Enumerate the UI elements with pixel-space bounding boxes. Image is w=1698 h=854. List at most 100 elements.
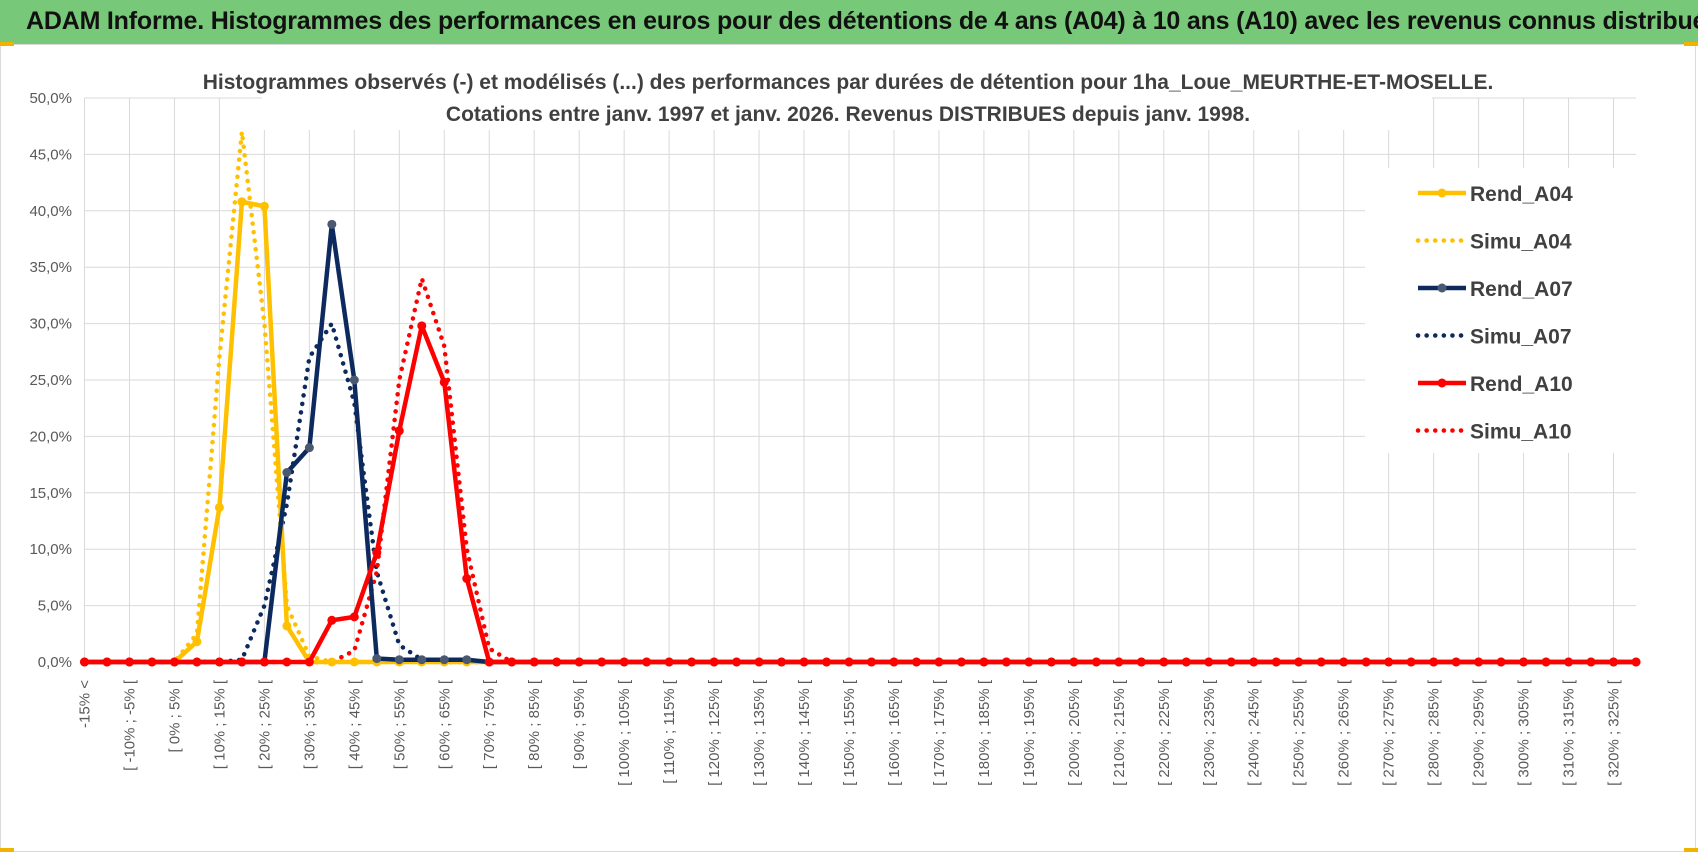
legend-marker [1437,378,1447,388]
data-point-rend_a07 [394,655,404,665]
data-point-rend_a10 [1361,657,1371,667]
data-point-rend_a10 [1024,657,1034,667]
data-point-rend_a07 [349,375,359,385]
x-tick-label: [ 10% ; 15% [ [211,679,228,769]
data-point-rend_a10 [1339,657,1349,667]
x-tick-label: [ 280% ; 285% [ [1426,679,1443,786]
frame-corner [1684,42,1698,46]
frame-corner [1684,848,1698,852]
y-axis-ticks: 0,0% 5,0% 10,0% 15,0% 20,0% 25,0% 30,0% 35,0% 40… [29,90,72,671]
legend-label: Rend_A04 [1470,183,1573,206]
data-point-rend_a10 [574,657,584,667]
data-point-rend_a10 [529,657,539,667]
data-point-rend_a10 [642,657,652,667]
y-tick-label: 45,0% [29,146,72,163]
data-point-rend_a10 [911,657,921,667]
chart-title-line1: Histogrammes observés (-) et modélisés (… [203,71,1494,94]
x-tick-label: [ 310% ; 315% [ [1561,679,1578,786]
x-tick-label: [ 170% ; 175% [ [931,679,948,786]
x-tick-label: [ 60% ; 65% [ [436,679,453,769]
data-point-rend_a10 [822,657,832,667]
data-point-rend_a10 [1046,657,1056,667]
data-point-rend_a10 [1136,657,1146,667]
data-point-rend_a10 [1271,657,1281,667]
y-tick-label: 0,0% [38,654,72,671]
legend: Rend_A04 Simu_A04 Rend_A07 Simu_A07 Rend_A10… [1415,183,1573,444]
frame-corner [0,42,14,46]
data-point-rend_a10 [1316,657,1326,667]
y-tick-label: 35,0% [29,259,72,276]
x-tick-label: [ 30% ; 35% [ [301,679,318,769]
data-point-rend_a04 [282,621,292,631]
y-tick-label: 50,0% [29,90,72,107]
data-point-rend_a10 [934,657,944,667]
report-title: ADAM Informe. Histogrammes des performan… [26,7,1698,35]
data-point-rend_a04 [214,502,224,512]
data-point-rend_a10 [866,657,876,667]
data-point-rend_a10 [372,548,382,558]
data-point-rend_a10 [1384,657,1394,667]
data-point-rend_a10 [192,657,202,667]
data-point-rend_a10 [1294,657,1304,667]
data-point-rend_a04 [327,657,337,667]
data-point-rend_a07 [327,219,337,229]
data-point-rend_a10 [80,657,89,667]
x-tick-label: [ 130% ; 135% [ [751,679,768,786]
data-point-rend_a07 [462,655,472,665]
data-point-rend_a10 [102,657,112,667]
x-tick-label: [ 240% ; 245% [ [1246,679,1263,786]
data-point-rend_a10 [1114,657,1124,667]
legend-label: Rend_A10 [1470,373,1573,396]
data-point-rend_a10 [147,657,157,667]
data-point-rend_a07 [282,467,292,477]
x-tick-label: [ 200% ; 205% [ [1066,679,1083,786]
data-point-rend_a10 [327,615,337,625]
data-point-rend_a10 [304,657,314,667]
x-tick-label: [ 250% ; 255% [ [1291,679,1308,786]
x-tick-label: [ 210% ; 215% [ [1111,679,1128,786]
x-tick-label: [ 260% ; 265% [ [1336,679,1353,786]
x-tick-label: [ 40% ; 45% [ [346,679,363,769]
legend-label: Simu_A04 [1470,231,1572,254]
data-point-rend_a04 [259,201,269,211]
data-point-rend_a10 [1451,657,1461,667]
data-point-rend_a04 [237,197,247,207]
x-tick-label: [ 290% ; 295% [ [1471,679,1488,786]
x-tick-label: [ 300% ; 305% [ [1516,679,1533,786]
data-point-rend_a10 [417,321,427,331]
data-point-rend_a10 [259,657,269,667]
data-point-rend_a10 [484,657,494,667]
data-point-rend_a10 [754,657,764,667]
chart-title-line2: Cotations entre janv. 1997 et janv. 2026… [446,103,1250,126]
x-tick-label: [ 230% ; 235% [ [1201,679,1218,786]
data-point-rend_a10 [1204,657,1214,667]
x-tick-label: [ -10% ; -5% [ [121,679,138,771]
data-point-rend_a10 [956,657,966,667]
series-line-rend_a10 [84,323,1636,665]
data-point-rend_a07 [372,654,382,664]
x-tick-label: [ 270% ; 275% [ [1381,679,1398,786]
data-point-rend_a10 [664,657,674,667]
y-tick-label: 30,0% [29,316,72,333]
data-point-rend_a10 [1429,657,1439,667]
x-tick-label: -15% < [77,680,94,728]
legend-label: Rend_A07 [1470,278,1573,301]
data-point-rend_a07 [304,443,314,453]
data-point-rend_a10 [462,574,472,584]
data-point-rend_a10 [1631,657,1641,667]
data-point-rend_a10 [1496,657,1506,667]
x-tick-label: [ 0% ; 5% [ [166,679,183,752]
x-tick-label: [ 140% ; 145% [ [796,679,813,786]
header-bar: ADAM Informe. Histogrammes des performan… [0,0,1698,44]
chart-frame [0,44,1696,852]
x-tick-label: [ 80% ; 85% [ [526,679,543,769]
data-point-rend_a10 [799,657,809,667]
data-point-rend_a10 [282,657,292,667]
data-point-rend_a10 [237,657,247,667]
data-point-rend_a10 [1519,657,1529,667]
x-tick-label: [ 20% ; 25% [ [256,679,273,769]
x-tick-label: [ 180% ; 185% [ [976,679,993,786]
y-tick-label: 10,0% [29,541,72,558]
x-tick-label: [ 220% ; 225% [ [1156,679,1173,786]
